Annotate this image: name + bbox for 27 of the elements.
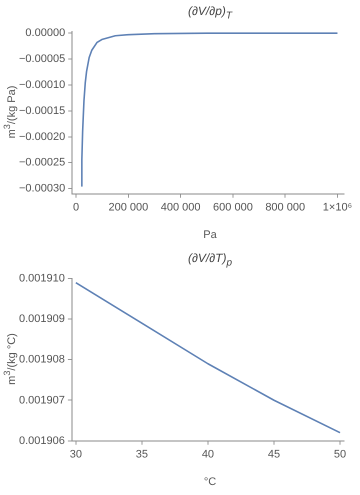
y-tick-label: −0.00005 xyxy=(19,53,66,66)
x-axis-title: Pa xyxy=(202,229,218,241)
y-tick-label: 0.001908 xyxy=(18,354,65,366)
y-tick-label: 0.001910 xyxy=(18,272,65,285)
y-tick-label: −0.00010 xyxy=(19,79,66,92)
x-tick-label: 600 000 xyxy=(213,201,253,214)
x-tick-label: 50 xyxy=(334,448,346,460)
y-tick-label: 0.001906 xyxy=(18,434,65,447)
x-tick-label: 200 000 xyxy=(108,201,148,214)
x-tick-label: 1×10⁶ xyxy=(322,201,352,214)
x-tick-label: 0 xyxy=(73,201,80,214)
y-tick-label: −0.00025 xyxy=(19,156,66,169)
x-tick-label: 400 000 xyxy=(160,201,201,214)
y-tick-label: −0.00015 xyxy=(19,104,66,117)
x-tick-label: 35 xyxy=(136,448,148,460)
y-tick-label: 0.001909 xyxy=(18,313,65,326)
y-tick-label: −0.00030 xyxy=(19,182,66,195)
chart-title: (∂V/∂p)$_{T}$ xyxy=(187,4,234,22)
y-tick-label: 0.00000 xyxy=(25,27,66,40)
x-tick-label: 45 xyxy=(268,448,280,460)
x-tick-label: 30 xyxy=(70,448,82,460)
y-tick-label: −0.00020 xyxy=(19,130,66,143)
x-tick-label: 40 xyxy=(202,448,214,460)
chart-title: (∂V/∂T)$_{p}$ xyxy=(186,251,234,268)
x-tick-label: 800 000 xyxy=(265,201,306,214)
x-axis-title: °C xyxy=(202,476,218,488)
y-tick-label: 0.001907 xyxy=(18,394,65,406)
